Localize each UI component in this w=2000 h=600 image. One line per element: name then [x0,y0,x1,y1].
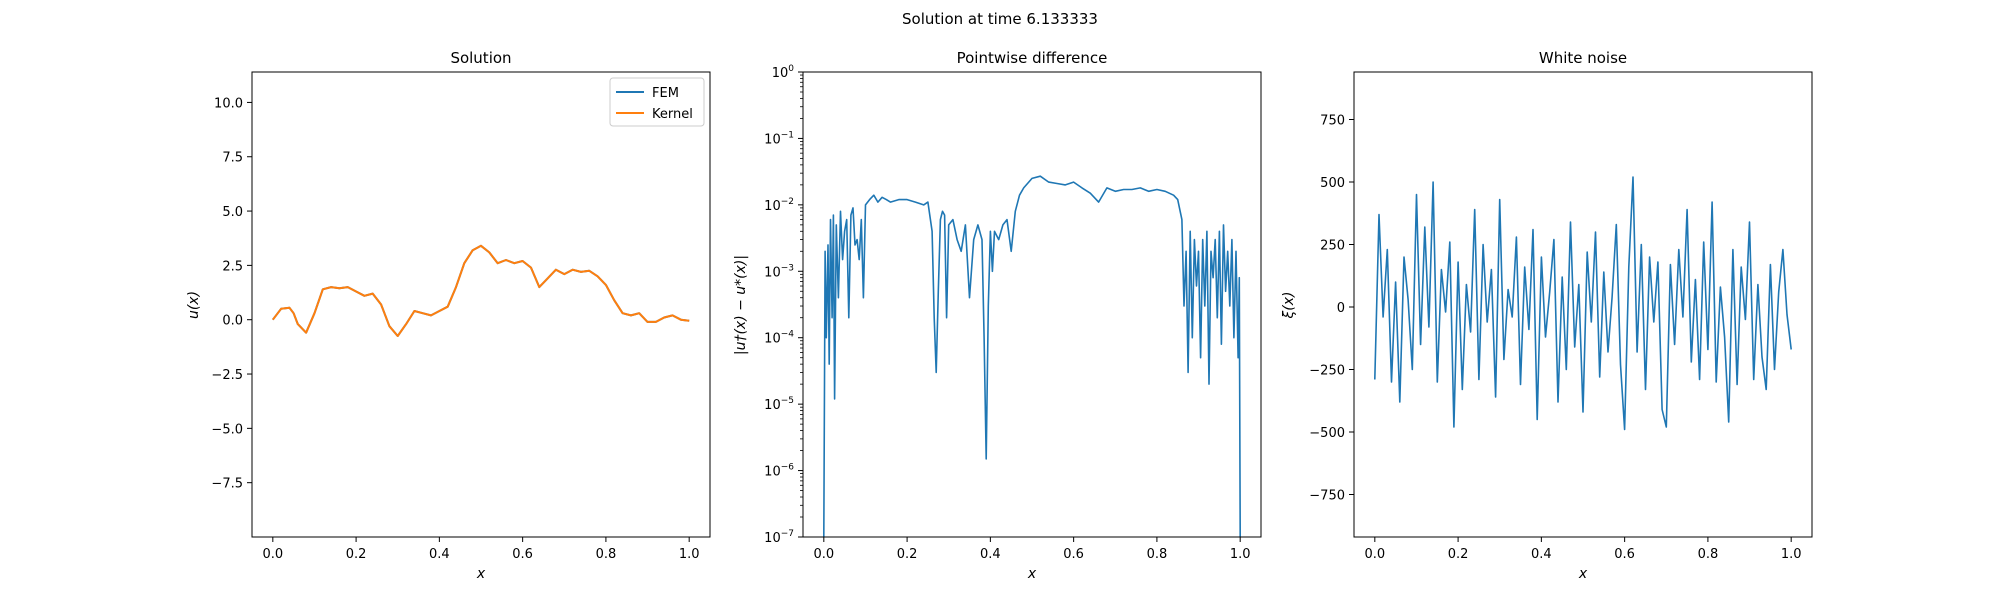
legend-label-kernel: Kernel [652,107,693,122]
ytick-label: 100 [772,64,795,81]
figure-suptitle: Solution at time 6.133333 [902,10,1098,28]
xlabel-solution: x [476,566,486,582]
ytick-label: 10−7 [764,529,794,546]
plot-area-white-noise [1374,176,1792,431]
ytick-label: 10−5 [764,396,794,413]
xtick-label: 0.8 [596,547,617,562]
xtick-label: 0.8 [1698,547,1719,562]
series-line-solution-kernel [272,244,690,337]
ytick-label: 10−4 [764,330,794,347]
ytick-label: 10.0 [214,96,243,111]
series-line-white-noise [1374,176,1792,431]
xtick-label: 0.0 [262,547,283,562]
panel-solution: Solution 0.0 0.2 0.4 0.6 0.8 1.0 −7.5 −5.0 −2.5 0… [186,49,711,582]
xtick-label: 1.0 [679,547,700,562]
xtick-label: 0.2 [897,547,918,562]
xtick-label: 0.0 [813,547,834,562]
plot-area-pointwise-difference [822,175,1241,538]
xtick-label: 0.8 [1147,547,1168,562]
ytick-label: 2.5 [222,259,243,274]
ytick-label: 10−2 [764,197,794,214]
ytick-label: 5.0 [222,205,243,220]
xtick-label: 1.0 [1230,547,1251,562]
xtick-label: 0.4 [429,547,450,562]
xtick-label: 0.2 [1448,547,1469,562]
ylabel-white-noise: ξ(x) [1281,291,1297,319]
ytick-label: 0 [1337,301,1345,316]
plot-area-solution [272,244,690,337]
ytick-label: 250 [1320,239,1345,254]
panel-title-pointwise-difference: Pointwise difference [957,49,1108,67]
xtick-label: 0.6 [512,547,533,562]
xlabel-white-noise: x [1578,566,1588,582]
panel-white-noise: White noise 0.0 0.2 0.4 0.6 0.8 1.0 −750 −500 −2… [1281,49,1813,582]
xlabel-pointwise-difference: x [1027,566,1037,582]
ytick-label: 10−3 [764,263,794,280]
ytick-label: −750 [1309,489,1345,504]
xtick-label: 0.2 [346,547,367,562]
xtick-label: 0.4 [980,547,1001,562]
ytick-label: −5.0 [211,422,243,437]
ylabel-pointwise-difference: |u†(x) − u*(x)| [733,255,749,355]
panel-title-solution: Solution [450,49,511,67]
panel-pointwise-difference: Pointwise difference 0.0 0.2 0.4 0.6 0.8 1.0 1… [733,49,1262,582]
ytick-label: 750 [1320,114,1345,129]
axes-frame-white-noise [1353,71,1813,538]
ytick-label: −500 [1309,426,1345,441]
axes-frame-pointwise-difference [802,71,1262,538]
xtick-label: 0.4 [1531,547,1552,562]
ytick-label: −250 [1309,364,1345,379]
xtick-label: 0.0 [1364,547,1385,562]
series-line-pointwise-difference [822,175,1241,538]
legend: FEM Kernel [609,77,705,127]
ytick-label: 10−6 [764,463,794,480]
xtick-label: 0.6 [1063,547,1084,562]
panel-title-white-noise: White noise [1539,49,1627,67]
ytick-label: 7.5 [222,151,243,166]
legend-label-fem: FEM [652,86,679,101]
ylabel-solution: u(x) [186,291,202,319]
axes-frame-solution [251,71,711,538]
xtick-label: 0.6 [1614,547,1635,562]
ytick-label: 500 [1320,176,1345,191]
xtick-label: 1.0 [1781,547,1802,562]
ytick-label: −7.5 [211,477,243,492]
ytick-label: 0.0 [222,314,243,329]
ytick-label: 10−1 [764,130,794,147]
ytick-label: −2.5 [211,368,243,383]
